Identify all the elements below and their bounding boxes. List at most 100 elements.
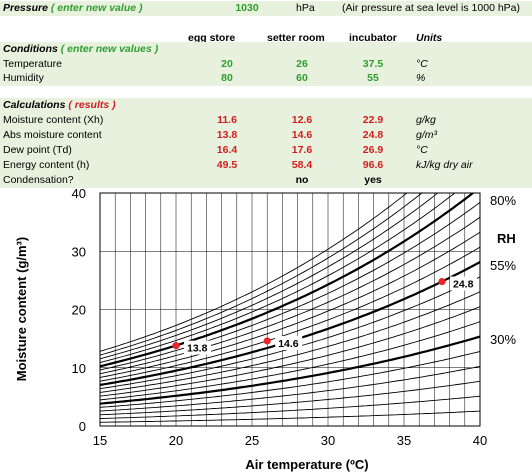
rh-curve (100, 365, 480, 412)
rh-curve (100, 246, 480, 382)
axis-ticks: 15 20 25 30 35 40 0 10 20 30 40 (72, 187, 488, 448)
moisture-content-setter-room: 12.6 (291, 114, 313, 126)
data-label-bg (450, 276, 477, 291)
x-tick-label: 40 (473, 433, 487, 448)
abs-moisture-setter-room: 14.6 (291, 129, 313, 141)
dew-point-label: Dew point (Td) (3, 144, 72, 156)
data-points: 13.8 14.6 24.8 (172, 276, 477, 355)
chart-grid (99, 192, 481, 427)
humidity-label: Humidity (3, 72, 44, 84)
rh-curve-label: 80% (490, 193, 516, 208)
data-label: 24.8 (453, 279, 474, 291)
rh-curve (100, 395, 480, 419)
rh-labels: 80% 55% 30% RH (490, 193, 516, 347)
column-header-egg-store: egg store (188, 32, 236, 44)
moisture-content-row: Moisture content (Xh) 11.6 12.6 22.9 g/k… (0, 113, 532, 128)
moisture-content-egg-store: 11.6 (217, 114, 237, 126)
temperature-incubator-input[interactable]: 37.5 (362, 58, 384, 70)
temperature-setter-room-input[interactable]: 26 (296, 58, 308, 70)
condensation-row: Condensation? no yes (0, 173, 532, 188)
data-label: 14.6 (278, 338, 299, 350)
calculations-title-row: Calculations ( results ) (0, 98, 532, 113)
y-tick-label: 10 (72, 361, 86, 376)
y-axis-label: Moisture content (g/m³) (14, 237, 29, 381)
data-point (172, 342, 180, 350)
dew-point-unit: °C (416, 144, 428, 156)
x-tick-label: 20 (169, 433, 183, 448)
condensation-label: Condensation? (3, 174, 74, 186)
dew-point-egg-store: 16.4 (216, 144, 238, 156)
rh-curve-label: 55% (490, 258, 516, 273)
x-axis-label: Air temperature (ºC) (245, 457, 368, 472)
rh-curve (100, 202, 480, 371)
rh-legend-title: RH (497, 231, 516, 246)
energy-content-unit: kJ/kg dry air (416, 159, 473, 171)
data-point (263, 337, 271, 345)
moisture-content-unit: g/kg (416, 114, 436, 126)
condensation-setter-room: no (295, 174, 309, 186)
condensation-incubator: yes (364, 174, 382, 186)
rh-curve (100, 193, 423, 356)
rh-curve (100, 216, 480, 375)
y-tick-label: 30 (72, 244, 86, 259)
temperature-row: Temperature 20 26 37.5 °C (0, 57, 532, 72)
y-tick-label: 0 (79, 419, 86, 434)
abs-moisture-egg-store: 13.8 (216, 129, 238, 141)
humidity-setter-room-input[interactable]: 60 (296, 72, 308, 84)
pressure-label: Pressure ( enter new value ) (3, 2, 143, 14)
calculations-title: Calculations ( results ) (3, 99, 116, 111)
rh-curve (100, 335, 480, 405)
pressure-unit: hPa (296, 2, 315, 14)
humidity-incubator-input[interactable]: 55 (367, 72, 379, 84)
rh-curve (100, 193, 408, 352)
rh-curves (100, 193, 480, 423)
rh-curve (100, 351, 480, 408)
y-tick-label: 20 (72, 303, 86, 318)
column-header-setter-room: setter room (267, 32, 325, 44)
conditions-header-row: egg store setter room incubator Units (0, 31, 532, 46)
dew-point-incubator: 26.9 (362, 144, 384, 156)
pressure-input[interactable]: 1030 (235, 2, 259, 14)
column-header-incubator: incubator (349, 32, 397, 44)
energy-content-setter-room: 58.4 (291, 159, 313, 171)
rh-curve (100, 306, 480, 397)
moisture-chart: 15 20 25 30 35 40 0 10 20 30 40 13.8 14.6 24.8 80% 55… (14, 187, 516, 472)
dew-point-setter-room: 17.6 (291, 144, 313, 156)
abs-moisture-row: Abs moisture content 13.8 14.6 24.8 g/m³ (0, 128, 532, 143)
energy-content-row: Energy content (h) 49.5 58.4 96.6 kJ/kg … (0, 158, 532, 173)
data-point (438, 277, 446, 286)
temperature-egg-store-input[interactable]: 20 (221, 58, 233, 70)
temperature-unit: °C (416, 58, 428, 70)
humidity-unit: % (416, 72, 426, 84)
y-tick-label: 40 (72, 187, 86, 201)
x-tick-label: 15 (93, 433, 107, 448)
rh-curve (100, 380, 480, 416)
dew-point-row: Dew point (Td) 16.4 17.6 26.9 °C (0, 143, 532, 158)
rh-curve (100, 291, 480, 393)
rh-curve (100, 193, 456, 363)
abs-moisture-label: Abs moisture content (3, 129, 102, 141)
rh-curve (100, 193, 475, 368)
moisture-content-incubator: 22.9 (362, 114, 384, 126)
energy-content-egg-store: 49.5 (216, 159, 238, 171)
energy-content-incubator: 96.6 (362, 159, 384, 171)
x-tick-label: 35 (397, 433, 411, 448)
rh-curve (100, 261, 480, 386)
rh-curve (100, 193, 439, 360)
pressure-row: Pressure ( enter new value ) 1030 hPa (A… (0, 1, 532, 16)
rh-curve (100, 410, 480, 423)
temperature-label: Temperature (3, 58, 62, 70)
humidity-egg-store-input[interactable]: 80 (221, 72, 233, 84)
conditions-title-row: Conditions ( enter new values ) (0, 42, 532, 57)
rh-curve (100, 321, 480, 401)
data-label-bg (275, 335, 303, 350)
conditions-title: Conditions ( enter new values ) (3, 43, 159, 55)
x-tick-label: 30 (321, 433, 335, 448)
pressure-note: (Air pressure at sea level is 1000 hPa) (342, 2, 521, 14)
x-tick-label: 25 (245, 433, 259, 448)
energy-content-label: Energy content (h) (3, 159, 90, 171)
rh-curve-label: 30% (490, 332, 516, 347)
data-label: 13.8 (187, 343, 208, 355)
rh-curve (100, 231, 480, 378)
abs-moisture-incubator: 24.8 (362, 129, 384, 141)
